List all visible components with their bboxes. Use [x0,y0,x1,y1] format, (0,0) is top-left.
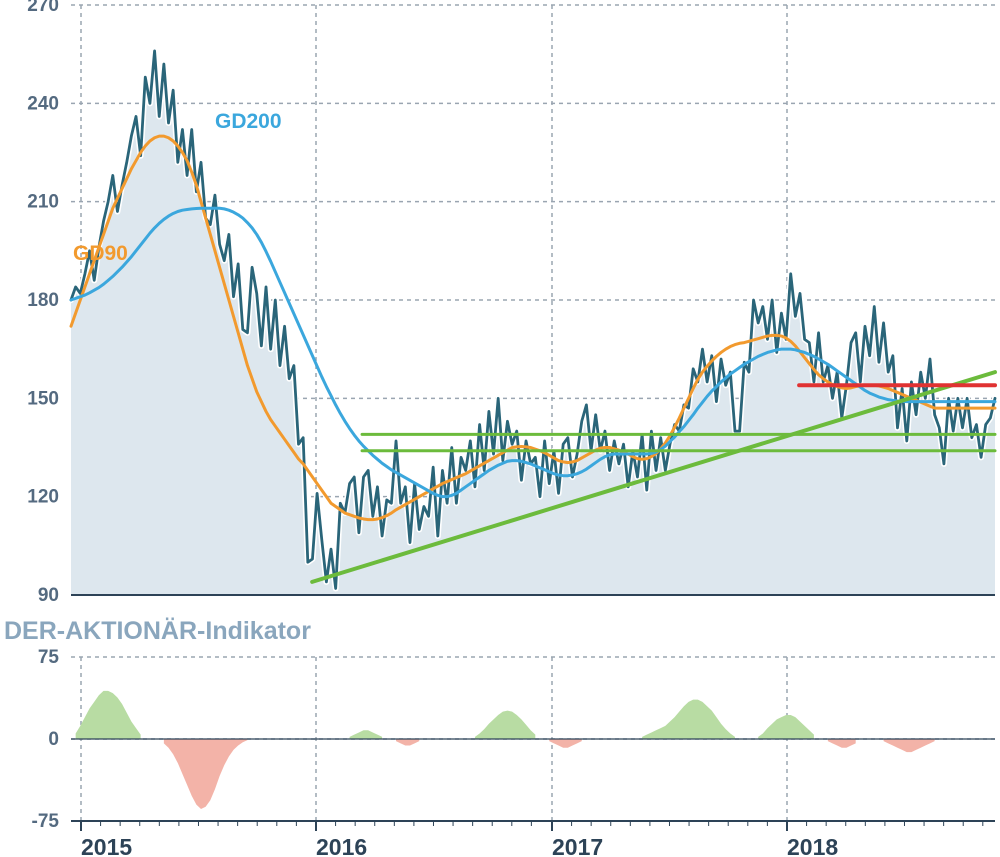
stock-chart: 90 120 150 180 210 240 270 GD90 GD200 DER-AKTIONÄ… [0,0,1000,857]
x-year-label: 2016 [316,834,367,857]
gd90-label: GD90 [73,242,128,265]
indicator-positive-area [76,691,814,739]
indicator-negative-area [164,739,935,809]
y-tick-label: 150 [27,388,59,409]
gd200-label: GD200 [215,110,282,133]
y-tick-label: 270 [27,0,59,16]
indicator-y-label: 0 [48,729,59,750]
y-tick-label: 120 [27,487,59,508]
chart-container: 90 120 150 180 210 240 270 GD90 GD200 DER-AKTIONÄ… [0,0,1000,857]
y-tick-label: 210 [27,192,59,213]
indicator-y-label: -75 [32,811,60,832]
y-tick-label: 240 [27,93,59,114]
x-year-label: 2015 [81,834,132,857]
indicator-title: DER-AKTIONÄR-Indikator [4,617,311,645]
y-tick-label: 180 [27,290,59,311]
x-year-label: 2018 [787,834,838,857]
indicator-y-label: 75 [38,647,60,668]
y-tick-label: 90 [38,585,59,606]
x-year-label: 2017 [552,834,603,857]
